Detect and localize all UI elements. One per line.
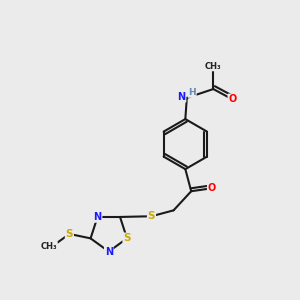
Text: H: H [188, 88, 196, 97]
Text: O: O [208, 183, 216, 193]
Text: N: N [177, 92, 186, 102]
Text: N: N [94, 212, 102, 222]
Text: O: O [228, 94, 237, 104]
Text: S: S [123, 233, 131, 243]
Text: CH₃: CH₃ [40, 242, 57, 251]
Text: S: S [66, 229, 73, 239]
Text: N: N [105, 247, 113, 256]
Text: CH₃: CH₃ [205, 61, 222, 70]
Text: S: S [148, 211, 155, 221]
